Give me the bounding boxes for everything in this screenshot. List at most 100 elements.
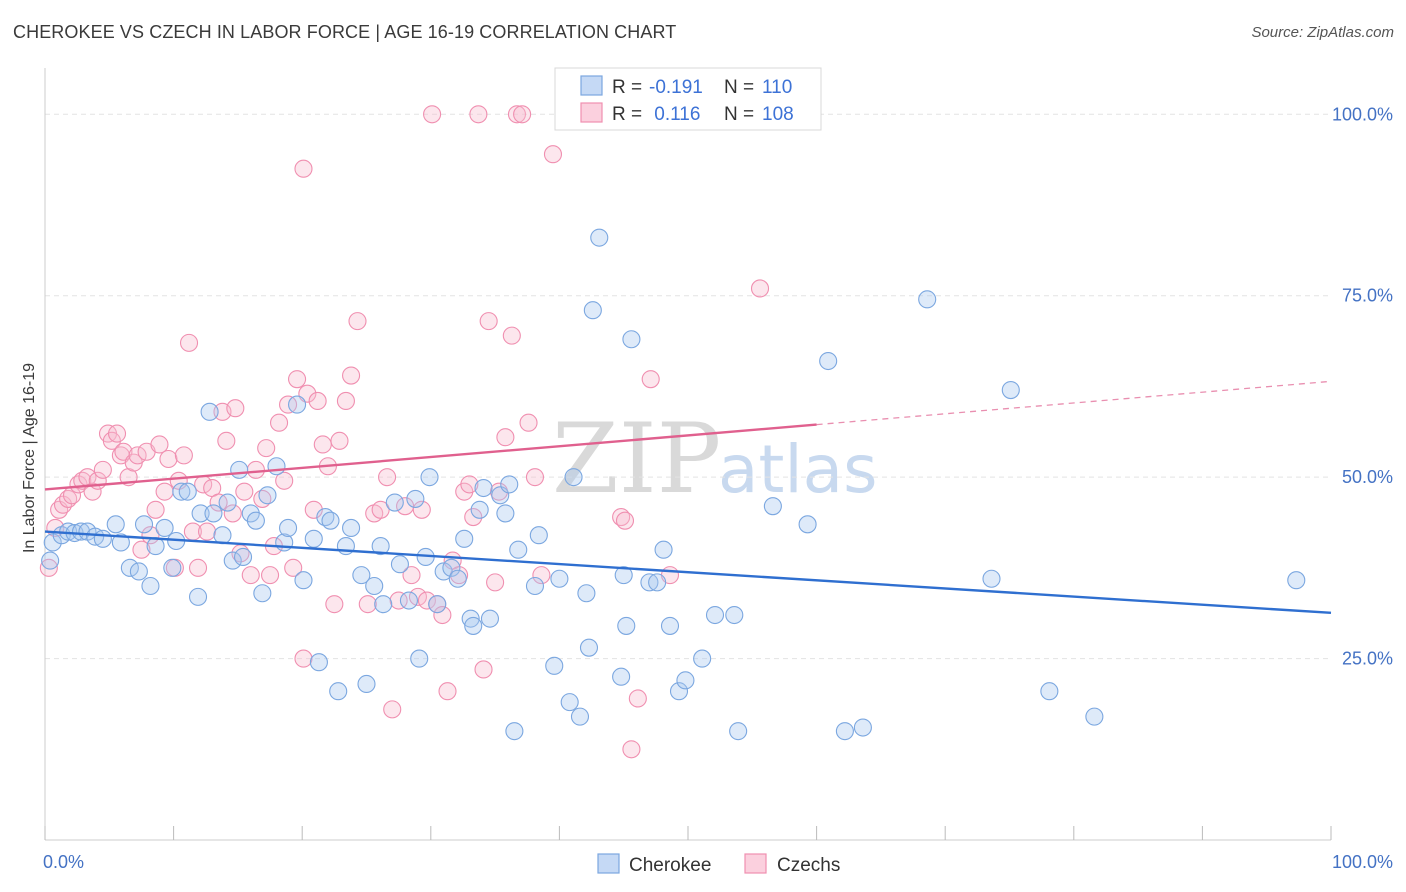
point-cherokee-25: [213, 526, 232, 545]
point-cherokee-71: [505, 722, 524, 741]
point-czechs-95: [525, 468, 545, 487]
legend-cherokee-swatch: [597, 853, 620, 874]
point-czechs-67: [371, 500, 390, 519]
czechs-r-value: 0.116: [649, 104, 700, 125]
point-czechs-105: [294, 159, 313, 178]
point-czechs-87: [479, 312, 498, 331]
point-czechs-64: [348, 312, 367, 331]
point-cherokee-101: [835, 722, 854, 741]
point-czechs-100: [628, 689, 647, 708]
point-cherokee-90: [654, 540, 673, 559]
point-czechs-0: [39, 558, 58, 577]
point-cherokee-64: [464, 616, 483, 635]
point-czechs-99: [622, 740, 641, 759]
point-cherokee-91: [660, 616, 680, 635]
point-cherokee-80: [577, 584, 596, 603]
czechs-n-value: 108: [762, 104, 794, 125]
point-cherokee-58: [428, 595, 447, 614]
source-credit: Source: ZipAtlas.com: [1251, 24, 1394, 41]
point-cherokee-66: [474, 478, 493, 498]
point-cherokee-47: [357, 674, 376, 694]
point-cherokee-38: [294, 571, 313, 590]
point-cherokee-11: [120, 558, 139, 577]
point-cherokee-77: [560, 693, 579, 712]
y-axis-label: In Labor Force | Age 16-19: [21, 363, 38, 553]
point-cherokee-32: [253, 584, 272, 603]
grid: [45, 113, 1331, 660]
point-czechs-34: [197, 522, 217, 541]
y-tick-label-25: 25.0%: [1342, 649, 1393, 669]
stats-legend: R = -0.191 N = 110 R = 0.116 N = 108: [554, 67, 822, 131]
point-cherokee-53: [399, 591, 418, 610]
point-cherokee-54: [406, 489, 425, 508]
point-cherokee-50: [374, 595, 393, 614]
point-cherokee-45: [342, 518, 361, 537]
point-czechs-46: [257, 439, 276, 458]
point-czechs-101: [641, 370, 660, 389]
point-czechs-26: [159, 449, 178, 469]
point-czechs-91: [502, 326, 521, 345]
point-cherokee-73: [525, 576, 545, 596]
point-czechs-50: [275, 471, 294, 490]
point-cherokee-92: [669, 682, 689, 701]
point-cherokee-9: [106, 515, 125, 534]
y-tick-labels: 25.0% 50.0% 75.0% 100.0%: [1332, 104, 1393, 668]
point-czechs-32: [188, 558, 208, 577]
point-czechs-49: [270, 413, 289, 432]
point-czechs-54: [294, 649, 313, 668]
point-czechs-25: [155, 482, 174, 501]
point-cherokee-48: [365, 576, 384, 596]
point-cherokee-98: [763, 497, 782, 516]
point-cherokee-21: [188, 587, 208, 606]
watermark: ZIP atlas: [552, 403, 878, 515]
point-cherokee-83: [590, 228, 609, 247]
point-czechs-9: [83, 482, 102, 501]
chart-title: CHEROKEE VS CZECH IN LABOR FORCE | AGE 1…: [13, 22, 677, 42]
point-cherokee-51: [385, 493, 404, 512]
point-cherokee-105: [1001, 381, 1020, 400]
point-cherokee-34: [267, 457, 286, 476]
point-cherokee-13: [134, 515, 154, 534]
point-cherokee-69: [496, 504, 515, 523]
point-cherokee-40: [309, 653, 328, 672]
point-cherokee-8: [93, 529, 112, 548]
point-czechs-93: [513, 105, 532, 124]
x-tick-label-min: 0.0%: [43, 852, 84, 872]
point-cherokee-29: [233, 547, 253, 567]
point-cherokee-106: [1040, 682, 1059, 701]
y-tick-label-75: 75.0%: [1342, 286, 1393, 306]
point-czechs-78: [433, 605, 452, 625]
legend-czechs-swatch: [744, 853, 767, 874]
point-cherokee-39: [304, 529, 323, 548]
bottom-legend: Cherokee Czechs: [597, 853, 840, 876]
point-cherokee-52: [390, 555, 409, 574]
point-cherokee-10: [111, 533, 130, 552]
point-czechs-73: [408, 587, 427, 606]
point-czechs-62: [336, 391, 355, 410]
point-czechs-3: [53, 495, 73, 514]
point-cherokee-97: [729, 722, 748, 741]
point-cherokee-103: [918, 290, 937, 309]
point-cherokee-46: [352, 566, 371, 585]
point-czechs-75: [417, 591, 436, 610]
point-cherokee-17: [163, 558, 182, 577]
point-cherokee-104: [982, 569, 1001, 588]
point-czechs-85: [469, 105, 488, 124]
trend-line-cherokee: [44, 530, 1332, 615]
point-cherokee-100: [819, 351, 838, 371]
point-cherokee-75: [545, 656, 564, 675]
point-czechs-58: [313, 435, 332, 454]
point-cherokee-26: [218, 493, 237, 512]
point-cherokee-37: [288, 395, 307, 414]
point-cherokee-74: [529, 526, 548, 545]
point-czechs-44: [246, 460, 265, 479]
y-tick-label-100: 100.0%: [1332, 104, 1393, 124]
point-czechs-94: [519, 413, 538, 432]
series-cherokee: [41, 228, 1306, 741]
point-czechs-84: [464, 508, 483, 527]
point-czechs-23: [146, 500, 165, 519]
point-czechs-30: [179, 333, 199, 352]
point-cherokee-22: [191, 504, 210, 523]
czechs-swatch: [580, 102, 603, 123]
point-cherokee-63: [461, 609, 480, 628]
